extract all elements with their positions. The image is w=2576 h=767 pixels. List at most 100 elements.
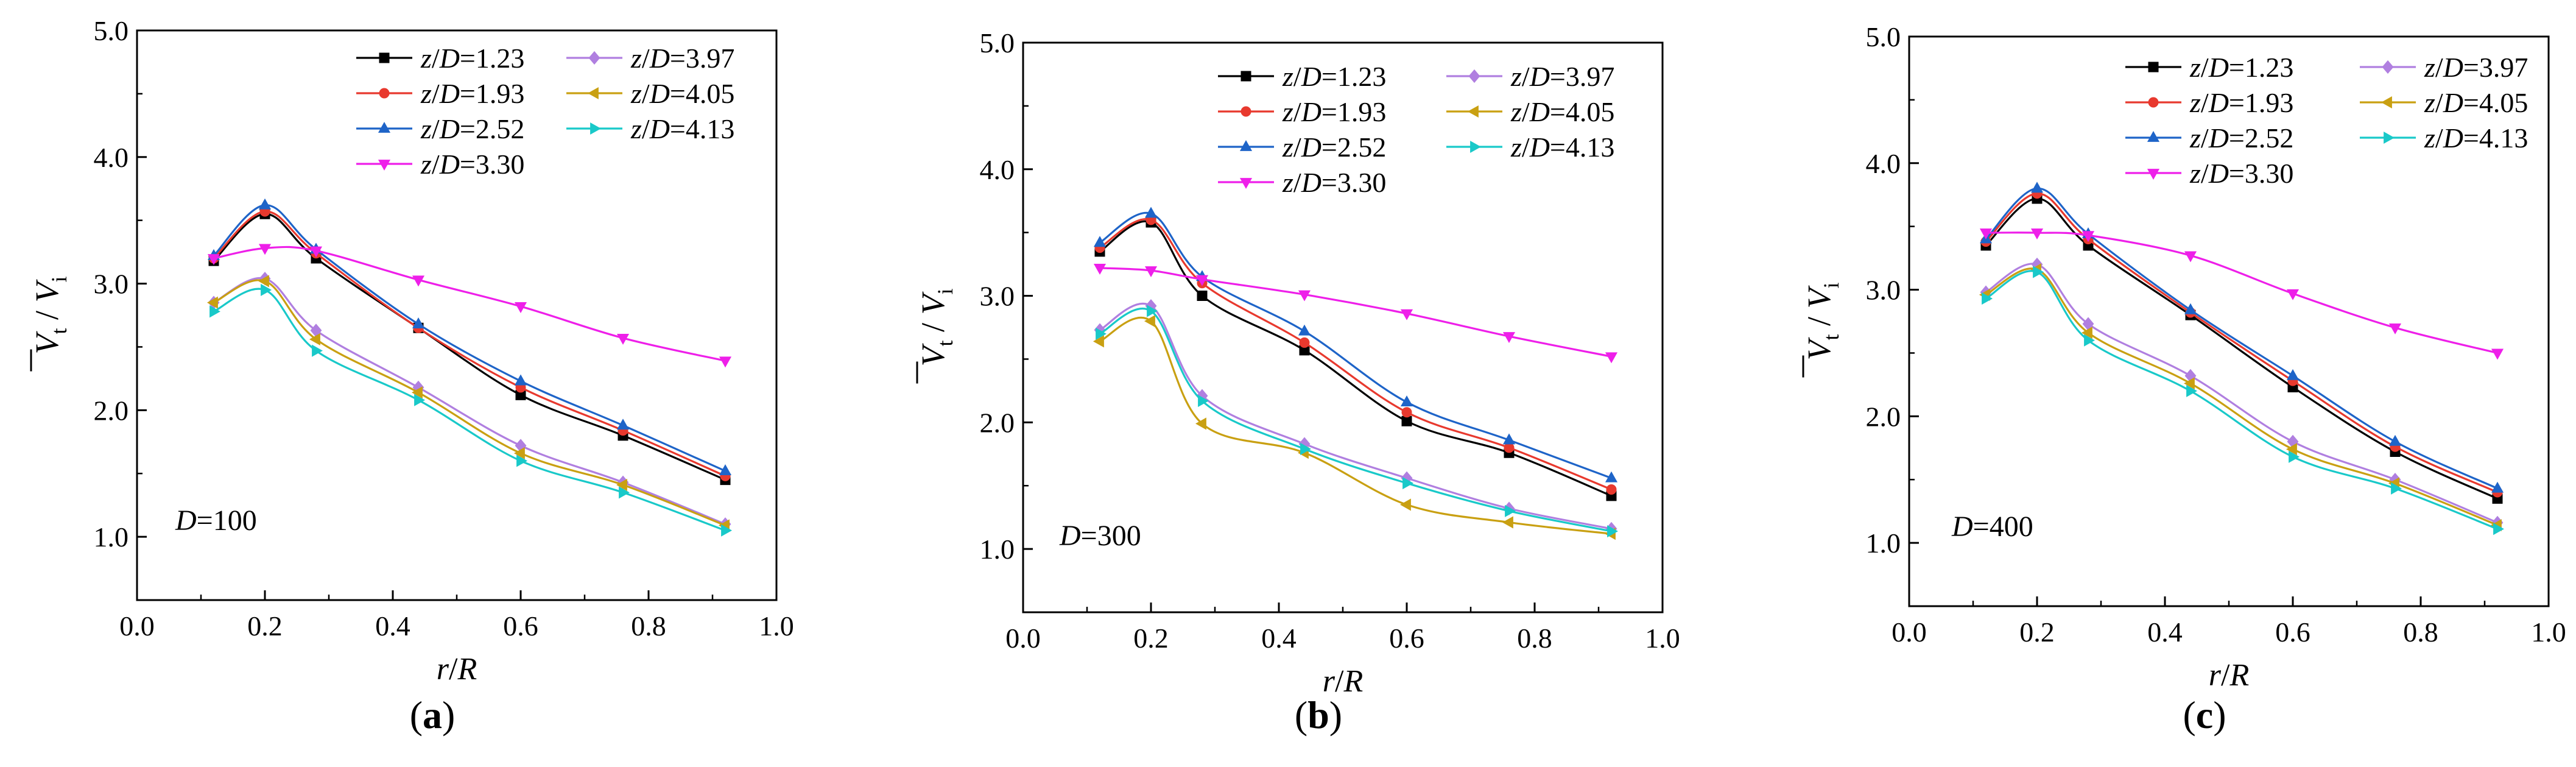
data-point <box>2030 228 2044 240</box>
y-tick-label: 1.0 <box>980 534 1015 565</box>
data-point <box>1093 236 1107 247</box>
series-z-d-1.93 <box>1094 214 1617 495</box>
data-point <box>1147 305 1158 317</box>
y-axis-label: Vt / Vi <box>29 276 71 372</box>
y-tick-label: 3.0 <box>980 281 1015 312</box>
data-point <box>1401 415 1412 426</box>
x-tick-label: 0.8 <box>1517 623 1552 654</box>
data-point <box>2388 323 2402 334</box>
chart-panel-b: 0.0 0.2 0.4 0.6 0.8 1.0 1.0 2.0 3.0 4.0 5.0 r/R Vt /… <box>915 27 1680 737</box>
legend-marker <box>379 52 390 63</box>
x-tick-label: 1.0 <box>2531 617 2566 648</box>
data-point <box>207 254 220 266</box>
data-point <box>206 296 218 309</box>
legend: z/D=1.23 z/D=1.93 z/D=2.52 z/D=3.30 z/D=3.97… <box>1218 61 1614 198</box>
data-point <box>721 524 733 537</box>
y-tick-label: 1.0 <box>94 521 129 553</box>
data-point <box>1400 395 1413 406</box>
series-z-d-4.13 <box>209 283 733 537</box>
data-point <box>414 394 426 406</box>
y-tick-label: 5.0 <box>1866 21 1901 52</box>
legend-label: z/D=4.13 <box>2424 122 2528 154</box>
legend-marker <box>2148 62 2159 72</box>
data-point <box>2184 303 2197 314</box>
legend-label: z/D=3.30 <box>2189 158 2293 189</box>
x-tick-label: 0.2 <box>1133 623 1169 654</box>
data-point <box>1502 433 1516 445</box>
x-tick-label: 0.0 <box>119 610 155 642</box>
y-tick-label: 2.0 <box>94 395 129 426</box>
legend-entry: z/D=4.05 <box>566 78 734 109</box>
legend-entry: z/D=1.93 <box>1218 96 1386 127</box>
x-tick-label: 0.4 <box>375 610 410 642</box>
series-line <box>1099 267 1612 358</box>
legend-entry: z/D=2.52 <box>1218 132 1386 163</box>
legend-marker <box>2384 131 2395 144</box>
data-point <box>2491 348 2504 360</box>
x-axis-label: r/R <box>2209 658 2249 693</box>
data-point <box>1982 292 1993 305</box>
legend-entry: z/D=3.30 <box>1218 167 1386 198</box>
series-line <box>213 213 726 481</box>
legend-label: z/D=4.13 <box>630 113 734 144</box>
legend-entry: z/D=4.13 <box>1446 132 1614 163</box>
legend-marker <box>378 160 391 171</box>
legend-entry: z/D=3.97 <box>2360 52 2528 83</box>
data-point <box>312 344 323 357</box>
x-tick-label: 0.8 <box>631 610 666 642</box>
x-tick-label: 1.0 <box>759 610 794 642</box>
data-point <box>2491 481 2504 493</box>
legend-label: z/D=2.52 <box>2189 122 2293 154</box>
data-point <box>258 244 272 255</box>
data-point <box>1298 324 1311 336</box>
data-point <box>1400 309 1413 320</box>
data-point <box>514 302 527 313</box>
legend-label: z/D=2.52 <box>1282 132 1386 163</box>
legend-marker <box>1239 178 1253 189</box>
legend-marker <box>2381 96 2392 109</box>
data-point <box>719 464 732 475</box>
series-z-d-3.30 <box>1979 228 2504 360</box>
series-z-d-2.52 <box>207 198 732 475</box>
data-point <box>2033 266 2044 278</box>
data-point <box>2184 251 2197 263</box>
legend-entry: z/D=3.30 <box>356 149 524 180</box>
legend-label: z/D=1.93 <box>2189 87 2293 118</box>
panel-annotation: D=300 <box>1059 520 1141 552</box>
legend-entry: z/D=4.05 <box>2360 87 2528 118</box>
panel-label: (a) <box>410 693 456 737</box>
data-point <box>1607 525 1619 538</box>
data-point <box>514 374 527 386</box>
data-point <box>412 275 425 287</box>
svg-text:Vt / Vi: Vt / Vi <box>1801 282 1843 360</box>
data-point <box>616 334 630 345</box>
data-point <box>2082 231 2095 242</box>
data-point <box>516 454 528 467</box>
data-point <box>1505 504 1516 517</box>
data-point <box>1093 335 1104 348</box>
y-tick-label: 3.0 <box>94 269 129 300</box>
series-z-d-3.97 <box>1094 299 1617 536</box>
legend-marker <box>2382 60 2394 74</box>
legend-marker <box>1468 69 1480 83</box>
series-z-d-2.52 <box>1093 207 1618 482</box>
series-line <box>1099 316 1612 535</box>
legend-label: z/D=1.23 <box>1282 61 1386 92</box>
legend-label: z/D=4.05 <box>630 78 734 109</box>
x-tick-label: 0.4 <box>1261 623 1297 654</box>
legend-label: z/D=1.93 <box>1282 96 1386 127</box>
data-point <box>2391 482 2402 495</box>
legend-entry: z/D=4.13 <box>566 113 734 144</box>
y-tick-label: 1.0 <box>1866 528 1901 559</box>
y-tick-label: 3.0 <box>1866 275 1901 306</box>
data-point <box>1502 332 1516 344</box>
data-point <box>2388 434 2402 446</box>
legend-entry: z/D=1.93 <box>356 78 524 109</box>
y-tick-label: 2.0 <box>980 407 1015 438</box>
data-point <box>616 419 630 430</box>
series-z-d-3.30 <box>1093 263 1618 364</box>
series-line <box>1099 302 1612 530</box>
legend-label: z/D=3.97 <box>1510 61 1614 92</box>
data-point <box>2286 443 2297 456</box>
series-z-d-2.52 <box>1979 182 2504 493</box>
